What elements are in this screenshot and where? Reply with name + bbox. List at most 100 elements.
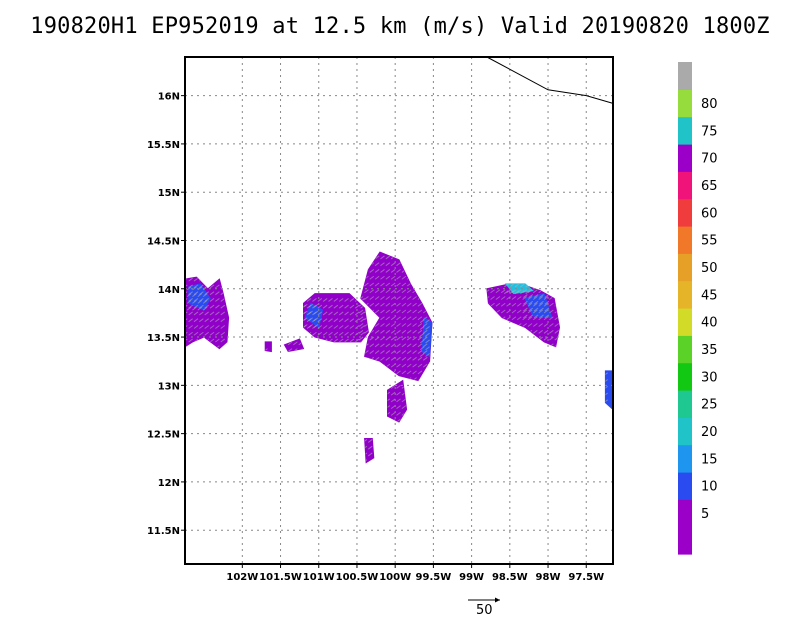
wind-vector [539, 314, 544, 319]
wind-vector [490, 296, 495, 300]
wind-vector [369, 296, 375, 300]
wind-vector [188, 331, 193, 336]
wind-vector [523, 294, 528, 298]
wind-vector [385, 350, 391, 354]
wind-vector [422, 363, 428, 368]
wind-vector [204, 318, 209, 323]
colorbar-segment [678, 335, 692, 364]
wind-vector [516, 309, 522, 314]
wind-vector [385, 356, 391, 361]
wind-vector [338, 338, 344, 343]
colorbar-segment [678, 417, 692, 446]
wind-vector [554, 289, 560, 294]
wind-vector [417, 329, 423, 334]
wind-vector [419, 339, 425, 344]
wind-vector [380, 377, 385, 382]
wind-vector [188, 277, 193, 282]
wind-vector [511, 309, 517, 314]
wind-vector [495, 329, 501, 334]
lon-tick-label: 102W [226, 572, 258, 583]
colorbar-segment [678, 362, 692, 391]
wind-vector [380, 323, 385, 327]
wind-vector [533, 294, 539, 298]
wind-vector [360, 318, 365, 323]
wind-vector [401, 262, 407, 267]
wind-vector [364, 296, 369, 300]
wind-vector [338, 325, 344, 329]
wind-vector [396, 363, 401, 368]
wind-vector [293, 341, 298, 346]
wind-vector [349, 338, 355, 343]
wind-vector [188, 318, 193, 323]
wind-vector [344, 311, 349, 316]
wind-vector [396, 282, 401, 287]
wind-vector [188, 284, 193, 289]
axis-labels: 16N 15.5N 15N 14.5N 14N 13.5N 13N 12.5N 12N 11.5N… [147, 92, 604, 583]
lat-tick-label: 12N [158, 478, 180, 489]
wind-vector [192, 299, 197, 304]
wind-vector [220, 277, 226, 282]
wind-vector [349, 298, 355, 302]
colorbar-label: 50 [701, 261, 718, 276]
wind-vector [385, 275, 391, 280]
wind-vector [412, 343, 417, 348]
wind-vector [490, 343, 495, 348]
wind-vector [425, 353, 430, 357]
wind-vector [380, 262, 385, 267]
wind-vector [282, 348, 287, 353]
wind-vector [417, 275, 423, 280]
colorbar-segment [678, 253, 692, 282]
wind-vector [412, 262, 417, 267]
wind-vector [422, 282, 428, 287]
wind-vector [543, 296, 549, 300]
wind-vector [215, 325, 220, 329]
wind-vector [396, 336, 401, 341]
wind-vector [308, 317, 313, 322]
wind-vector [490, 323, 495, 327]
wind-vector [417, 255, 423, 260]
wind-vector [506, 316, 511, 321]
wind-vector [490, 316, 495, 321]
wind-vector [412, 316, 417, 321]
lat-tick-label: 13.5N [147, 333, 180, 344]
coastline [486, 56, 614, 104]
wind-vector [369, 282, 375, 287]
wind-vector [490, 302, 495, 307]
wind-vector [390, 289, 396, 294]
wind-vector [422, 350, 428, 354]
wind-vector [358, 262, 364, 267]
wind-vector [523, 307, 528, 312]
wind-vector [523, 300, 528, 305]
wind-vector [412, 370, 417, 375]
wind-vector [344, 331, 349, 336]
wind-vector [412, 329, 417, 334]
wind-vector [425, 326, 430, 330]
wind-vector [380, 350, 385, 354]
wind-vector [533, 309, 538, 314]
wind-vector [419, 319, 425, 324]
echo-region [303, 293, 369, 343]
wind-vector [516, 316, 522, 321]
wind-vector [202, 299, 208, 304]
wind-vector [396, 302, 401, 307]
wind-vector [422, 302, 428, 307]
wind-vector [308, 324, 313, 328]
wind-vector [543, 309, 549, 314]
wind-vector [360, 311, 365, 316]
colorbar-segment [678, 198, 692, 227]
wind-vector [549, 316, 554, 321]
wind-vector [425, 332, 430, 337]
wind-vector [354, 311, 360, 316]
wind-vector [506, 296, 511, 300]
wind-vector [193, 311, 199, 316]
wind-vector [417, 282, 423, 287]
wind-vector [396, 398, 401, 403]
wind-vector [197, 286, 203, 291]
wind-vector [528, 300, 534, 305]
wind-vector [369, 289, 375, 294]
wind-vector [380, 329, 385, 334]
wind-vector [193, 291, 199, 296]
wind-vector [199, 345, 204, 350]
wind-vector [406, 296, 412, 300]
wind-vector [500, 302, 506, 307]
